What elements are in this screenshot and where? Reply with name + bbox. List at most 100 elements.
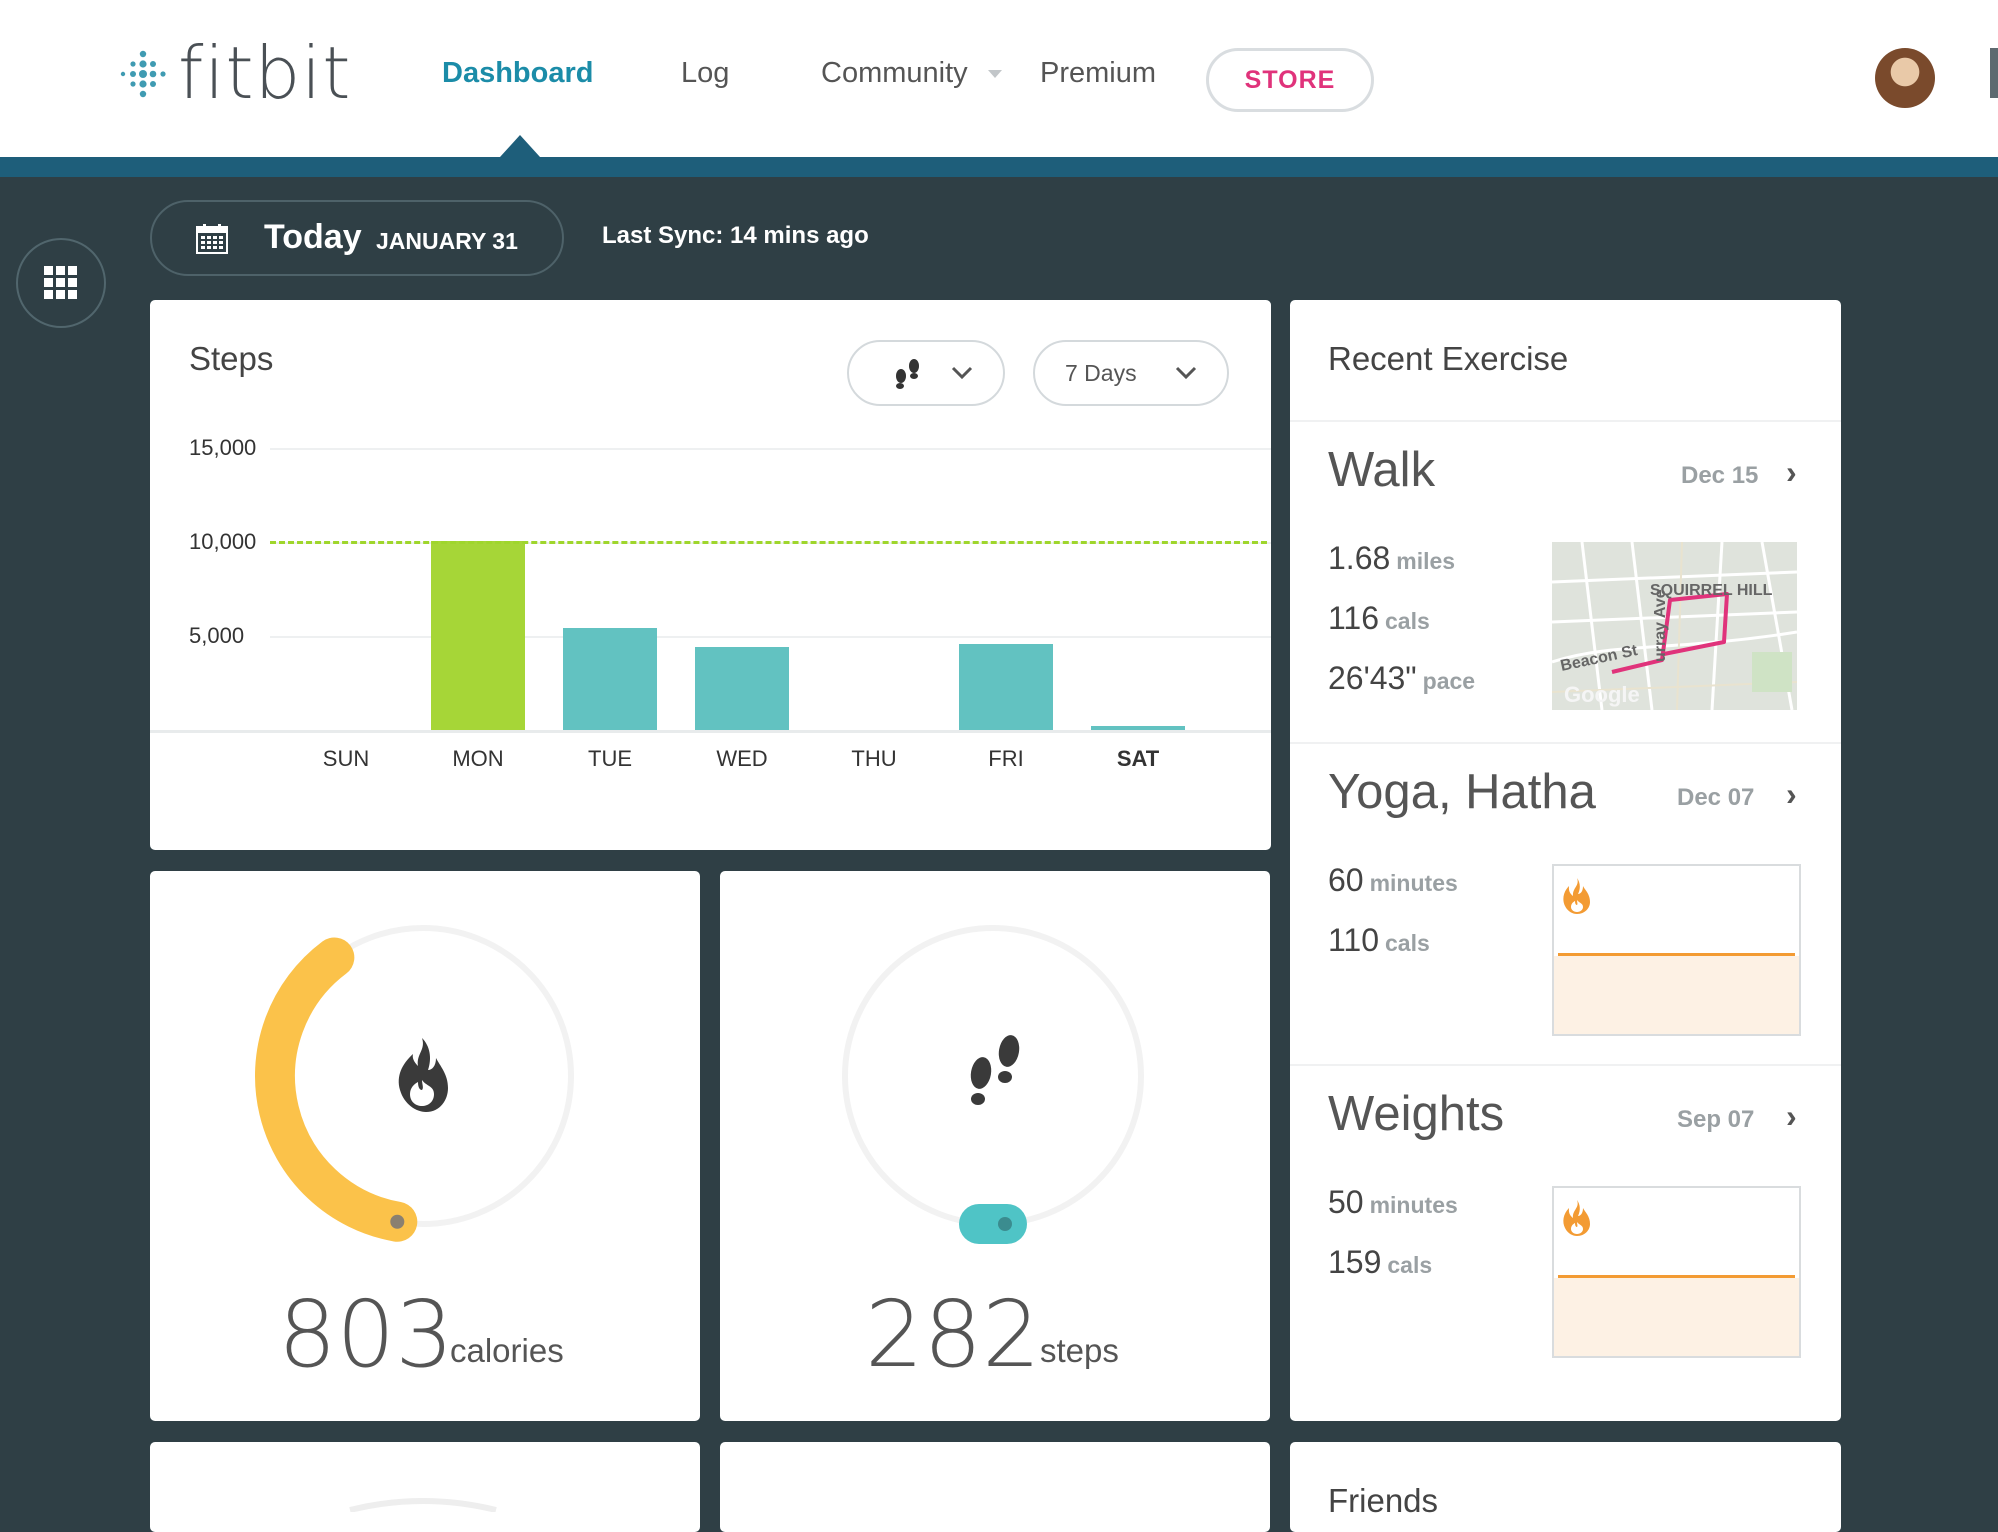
grid-icon [44,266,77,299]
calendar-icon [196,224,228,254]
stat-unit: pace [1422,668,1476,694]
footsteps-icon [896,359,919,389]
exercise-item-yoga[interactable]: Yoga, Hatha Dec 07 › 60 minutes 110 cals [1290,744,1841,1064]
chevron-right-icon: › [1786,1098,1797,1134]
active-nav-indicator [500,135,540,157]
stat-duration: 60 minutes [1328,862,1458,899]
chart-gridline [270,636,1271,638]
divider [1290,1064,1841,1066]
map-attribution: Google [1564,682,1640,707]
top-navigation: fitbit Dashboard Log Community Premium S… [0,0,1998,157]
stat-value: 159 [1328,1244,1382,1280]
flame-icon [1563,1200,1590,1236]
last-sync-status: Last Sync: 14 mins ago [602,222,869,249]
x-tick-label: WED [716,746,768,771]
recent-exercise-title: Recent Exercise [1328,340,1569,377]
nav-log[interactable]: Log [681,57,730,89]
chart-gridline [270,448,1271,450]
divider [1290,742,1841,744]
stat-value: 50 [1328,1184,1364,1220]
x-tick-label: SUN [322,746,370,771]
range-dropdown[interactable]: 7 Days [1033,340,1229,406]
footsteps-icon [970,1035,1020,1105]
map-label: SQUIRREL HILL [1650,582,1773,599]
divider [1290,420,1841,422]
stat-pace: 26'43" pace [1328,660,1475,697]
stat-duration: 50 minutes [1328,1184,1458,1221]
calories-card[interactable]: 803 calories [150,871,700,1421]
steps-chart-card: Steps 7 Days 15,000 10,000 5,000 SUN MON TUE W… [150,300,1271,850]
bottom-card-left[interactable] [150,1442,700,1532]
store-button[interactable]: STORE [1206,48,1374,112]
stat-value: 110 [1328,922,1380,958]
exercise-date: Dec 07 [1677,784,1755,811]
fitbit-dots-icon [120,50,166,98]
steps-card-title: Steps [189,340,274,377]
stat-value: 1.68 [1328,540,1391,576]
map-streets [1552,542,1797,710]
nav-community[interactable]: Community [821,57,1002,90]
chevron-down-icon [951,366,973,380]
metric-dropdown[interactable] [847,340,1005,406]
stat-value: 60 [1328,862,1364,898]
y-tick-label: 10,000 [189,529,257,554]
x-tick-label: MON [452,746,504,771]
steps-bar-wed[interactable] [695,647,789,730]
steps-unit: steps [1040,1332,1119,1369]
exercise-item-weights[interactable]: Weights Sep 07 › 50 minutes 159 cals [1290,1066,1841,1386]
calories-progress-ring [255,925,574,1242]
calories-progress-arc [255,937,418,1242]
recent-exercise-card: Recent Exercise Walk Dec 15 › 1.68 miles … [1290,300,1841,1421]
fitbit-logo[interactable]: fitbit [118,31,352,115]
stat-unit: minutes [1369,1192,1458,1218]
stat-unit: minutes [1369,870,1458,896]
stat-calories: 116 cals [1328,600,1430,637]
x-tick-label: TUE [588,746,632,771]
exercise-date: Dec 15 [1681,462,1759,489]
stat-unit: miles [1396,548,1456,574]
flame-icon [1563,878,1590,914]
chart-line [1558,1275,1795,1278]
x-tick-label: THU [851,746,897,771]
chevron-down-icon [1175,366,1197,380]
stat-unit: cals [1385,608,1430,634]
chart-baseline [150,730,1271,733]
route-map[interactable]: SQUIRREL HILL Beacon St Google urray Ave [1552,542,1797,710]
steps-summary-card[interactable]: 282 steps [720,871,1270,1421]
date-selector[interactable]: Today JANUARY 31 [150,200,564,276]
stat-value: 116 [1328,600,1380,636]
caret-down-icon [987,70,1002,79]
range-dropdown-label: 7 Days [1065,359,1137,386]
friends-card[interactable]: Friends [1290,1442,1841,1532]
date-today-label: Today [264,218,362,256]
x-tick-label: SAT [1116,746,1160,771]
header-strip [0,157,1998,177]
goal-line [270,541,1267,544]
tiles-menu-button[interactable] [16,238,106,328]
nav-community-label: Community [821,57,968,89]
map-label: urray Ave [1652,589,1669,662]
flame-icon [398,1038,448,1112]
exercise-item-walk[interactable]: Walk Dec 15 › 1.68 miles 116 cals 26'43" pa… [1290,422,1841,742]
chart-fill [1554,1278,1799,1356]
stat-value: 26'43" [1328,660,1417,696]
exercise-name: Weights [1328,1087,1505,1141]
bottom-card-middle[interactable] [720,1442,1270,1532]
calories-unit: calories [450,1332,564,1369]
heart-rate-mini-chart [1552,864,1801,1036]
avatar[interactable] [1875,48,1935,108]
progress-marker [390,1214,405,1229]
nav-premium[interactable]: Premium [1040,57,1157,89]
y-tick-label: 15,000 [189,435,257,460]
steps-bar-fri[interactable] [959,644,1053,730]
chevron-right-icon: › [1786,776,1797,812]
nav-dashboard[interactable]: Dashboard [442,57,594,89]
stat-calories: 159 cals [1328,1244,1432,1281]
steps-bar-mon[interactable] [431,541,525,730]
stat-calories: 110 cals [1328,922,1430,959]
chart-fill [1554,956,1799,1034]
stat-unit: cals [1385,930,1430,956]
steps-value: 282 [865,1281,1041,1388]
steps-bar-tue[interactable] [563,627,657,730]
steps-bar-sat[interactable] [1091,726,1185,730]
